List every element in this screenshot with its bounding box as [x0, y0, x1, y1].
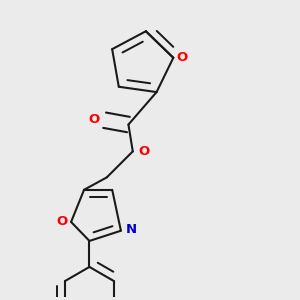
- Text: O: O: [176, 51, 188, 64]
- Text: O: O: [138, 145, 149, 158]
- Text: O: O: [88, 113, 99, 126]
- Text: N: N: [126, 224, 137, 236]
- Text: O: O: [56, 215, 67, 228]
